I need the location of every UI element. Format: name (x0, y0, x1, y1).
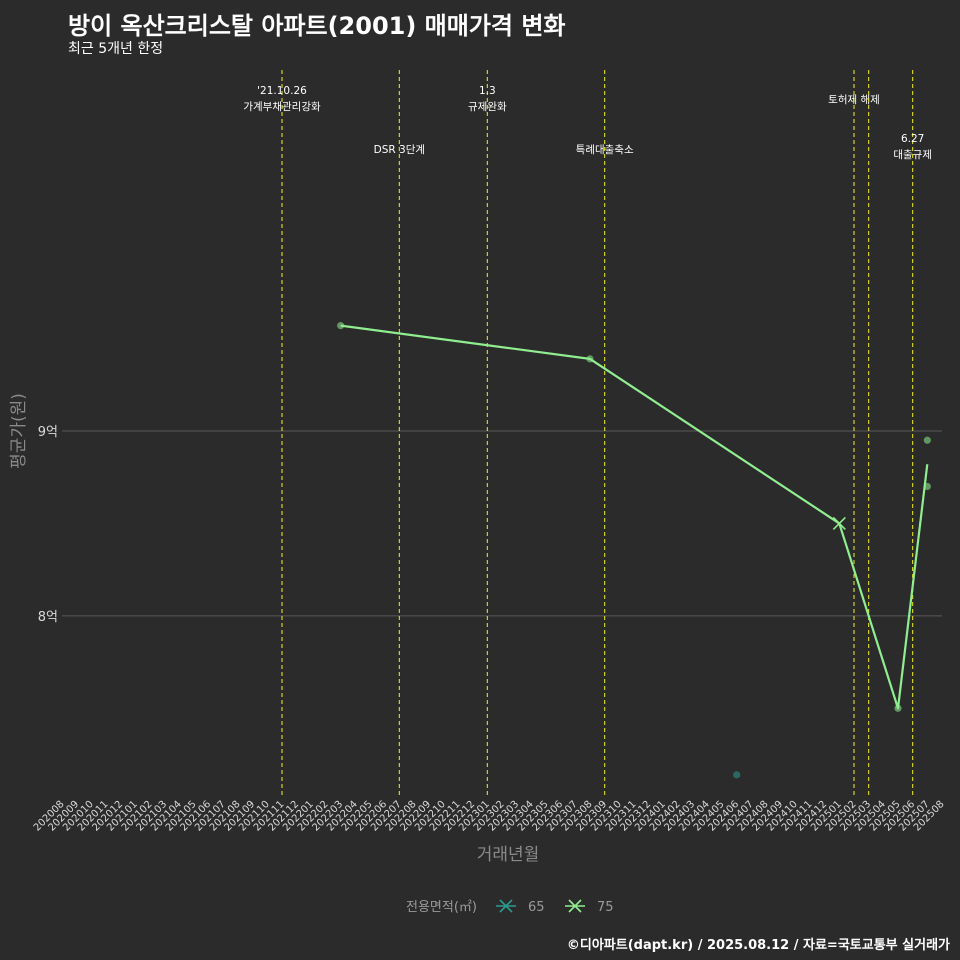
legend-key-x-icon (499, 899, 513, 913)
data-point (337, 322, 345, 330)
event-label: 가계부채관리강화 (243, 101, 321, 113)
event-label: 토허제 해제 (828, 93, 880, 106)
event-label: DSR 3단계 (374, 144, 425, 156)
data-point (733, 771, 741, 779)
legend-label: 75 (597, 900, 614, 915)
event-label: 특례대출축소 (576, 144, 634, 156)
source-caption: ©디아파트(dapt.kr) / 2025.08.12 / 자료=국토교통부 실… (566, 938, 950, 953)
legend-key-x-icon (568, 899, 582, 913)
y-tick-label: 8억 (38, 610, 58, 625)
series-layer (337, 322, 931, 779)
event-label: 대출규제 (893, 149, 932, 161)
x-marker (832, 516, 846, 530)
y-tick-label: 9억 (38, 425, 58, 440)
data-point (923, 436, 931, 444)
x-axis-title: 거래년월 (477, 845, 540, 865)
event-label: 1.3 (479, 85, 496, 97)
legend-title: 전용면적(㎡) (406, 900, 477, 915)
legend-label: 65 (528, 900, 545, 915)
y-axis-title: 평균가(원) (9, 393, 29, 469)
y-gridlines (62, 430, 942, 617)
y-axis-ticks: 8억 9억 (38, 425, 58, 625)
series-line (340, 324, 929, 710)
event-label: 6.27 (901, 133, 924, 145)
legend: 전용면적(㎡) 65 75 (406, 899, 614, 915)
event-label: '21.10.26 (257, 85, 307, 97)
chart-title: 방이 옥산크리스탈 아파트(2001) 매매가격 변화 (68, 12, 566, 40)
event-label: 규제완화 (468, 100, 507, 113)
x-axis-ticks: 2020082020092020102020112020122021012021… (32, 799, 947, 834)
chart-subtitle: 최근 5개년 한정 (68, 41, 164, 57)
